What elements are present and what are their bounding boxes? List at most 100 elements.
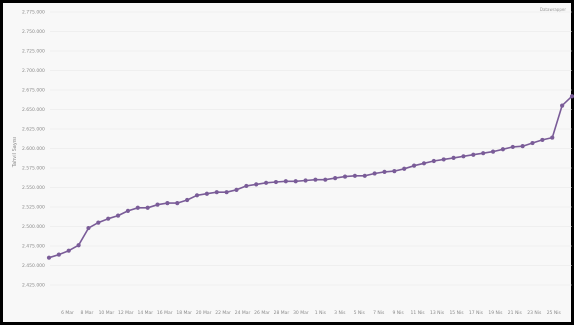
data-point [550, 135, 555, 140]
x-tick-label: 22 Mar [215, 310, 231, 316]
y-tick-label: 2.450.000 [22, 263, 45, 269]
y-tick-label: 2.475.000 [22, 244, 45, 250]
data-point [500, 147, 506, 152]
data-point [175, 201, 180, 206]
x-tick-label: 13 Nis [430, 310, 445, 316]
y-tick-label: 2.500.000 [22, 224, 45, 230]
x-tick-label: 1 Nis [315, 310, 327, 316]
data-point [86, 225, 91, 231]
x-tick-label: 9 Nis [393, 310, 405, 316]
data-point [135, 205, 140, 210]
data-point [214, 190, 219, 195]
data-point [372, 171, 377, 176]
y-tick-label: 2.425.000 [22, 283, 45, 289]
y-tick-label: 2.725.000 [22, 49, 45, 55]
data-point [323, 177, 328, 182]
chart-panel [3, 3, 571, 322]
data-point [382, 169, 387, 174]
x-tick-label: 21 Nis [508, 310, 523, 316]
data-point [569, 94, 574, 99]
y-tick-label: 2.550.000 [22, 185, 45, 191]
x-tick-label: 11 Nis [411, 310, 426, 316]
data-point [313, 177, 318, 182]
chart-credit: Datawrapper [540, 7, 566, 12]
x-tick-label: 30 Mar [293, 310, 309, 316]
data-point [421, 161, 427, 166]
series-group [46, 94, 574, 260]
x-tick-label: 5 Nis [354, 310, 366, 316]
x-tick-label: 15 Nis [449, 310, 464, 316]
data-point [125, 208, 131, 213]
data-point [490, 149, 496, 154]
data-point [540, 137, 545, 143]
data-point [234, 187, 239, 192]
x-tick-label: 23 Nis [527, 310, 542, 316]
data-point [263, 180, 269, 185]
x-tick-label: 8 Mar [81, 310, 94, 316]
data-point [106, 216, 111, 221]
x-tick-label: 12 Mar [118, 310, 134, 316]
data-point [530, 140, 535, 146]
data-point [441, 157, 446, 162]
data-point [185, 197, 190, 203]
data-point [254, 182, 259, 187]
data-point [165, 201, 170, 206]
y-tick-label: 2.775.000 [22, 10, 45, 16]
data-point [273, 179, 279, 185]
data-point [352, 173, 358, 178]
data-point [293, 179, 298, 184]
x-tick-label: 14 Mar [137, 310, 153, 316]
data-point [96, 220, 101, 225]
x-tick-label: 7 Nis [373, 310, 385, 316]
x-tick-label: 10 Mar [99, 310, 115, 316]
data-point [471, 152, 476, 157]
x-tick-label: 6 Mar [61, 310, 74, 316]
y-tick-label: 2.650.000 [22, 107, 45, 113]
y-tick-label: 2.675.000 [22, 88, 45, 94]
y-tick-label: 2.525.000 [22, 205, 45, 211]
data-point [244, 183, 249, 189]
data-point [66, 248, 71, 253]
x-tick-label: 3 Nis [334, 310, 346, 316]
y-tick-labels: 2.425.000 2.450.000 2.475.000 2.500.000 2.52… [22, 10, 45, 289]
x-tick-label: 24 Mar [235, 310, 251, 316]
x-tick-label: 26 Mar [254, 310, 270, 316]
data-point [204, 191, 209, 196]
data-point [461, 154, 466, 159]
data-point [560, 103, 565, 108]
data-point [451, 155, 456, 160]
data-point [155, 202, 160, 207]
data-point [342, 174, 348, 179]
x-tick-label: 25 Nis [547, 310, 562, 316]
data-point [76, 243, 81, 248]
data-point [283, 179, 288, 184]
data-point [46, 255, 52, 260]
y-tick-label: 2.600.000 [22, 146, 45, 152]
x-tick-label: 16 Mar [157, 310, 173, 316]
data-point [431, 158, 436, 164]
y-tick-label: 2.575.000 [22, 166, 45, 172]
data-point [145, 205, 150, 210]
y-tick-label: 2.700.000 [22, 68, 45, 74]
data-point [333, 176, 338, 181]
data-point [402, 166, 407, 171]
x-tick-labels: 6 Mar 8 Mar 10 Mar 12 Mar 14 Mar 16 Mar 18 Mar… [61, 310, 561, 316]
y-tick-label: 2.625.000 [22, 127, 45, 133]
data-point [362, 173, 367, 178]
y-axis-label: Tahvil Sayısı [12, 137, 18, 168]
x-tick-label: 20 Mar [196, 310, 212, 316]
data-point [194, 193, 200, 198]
data-point [520, 144, 525, 149]
data-point [303, 178, 308, 183]
gridlines [50, 11, 572, 286]
data-point [392, 169, 397, 174]
data-point [115, 213, 121, 218]
data-point [510, 144, 515, 150]
y-tick-label: 2.750.000 [22, 29, 45, 35]
data-point [481, 151, 486, 156]
data-point [412, 163, 417, 168]
x-tick-label: 18 Mar [176, 310, 192, 316]
data-point [224, 190, 229, 195]
